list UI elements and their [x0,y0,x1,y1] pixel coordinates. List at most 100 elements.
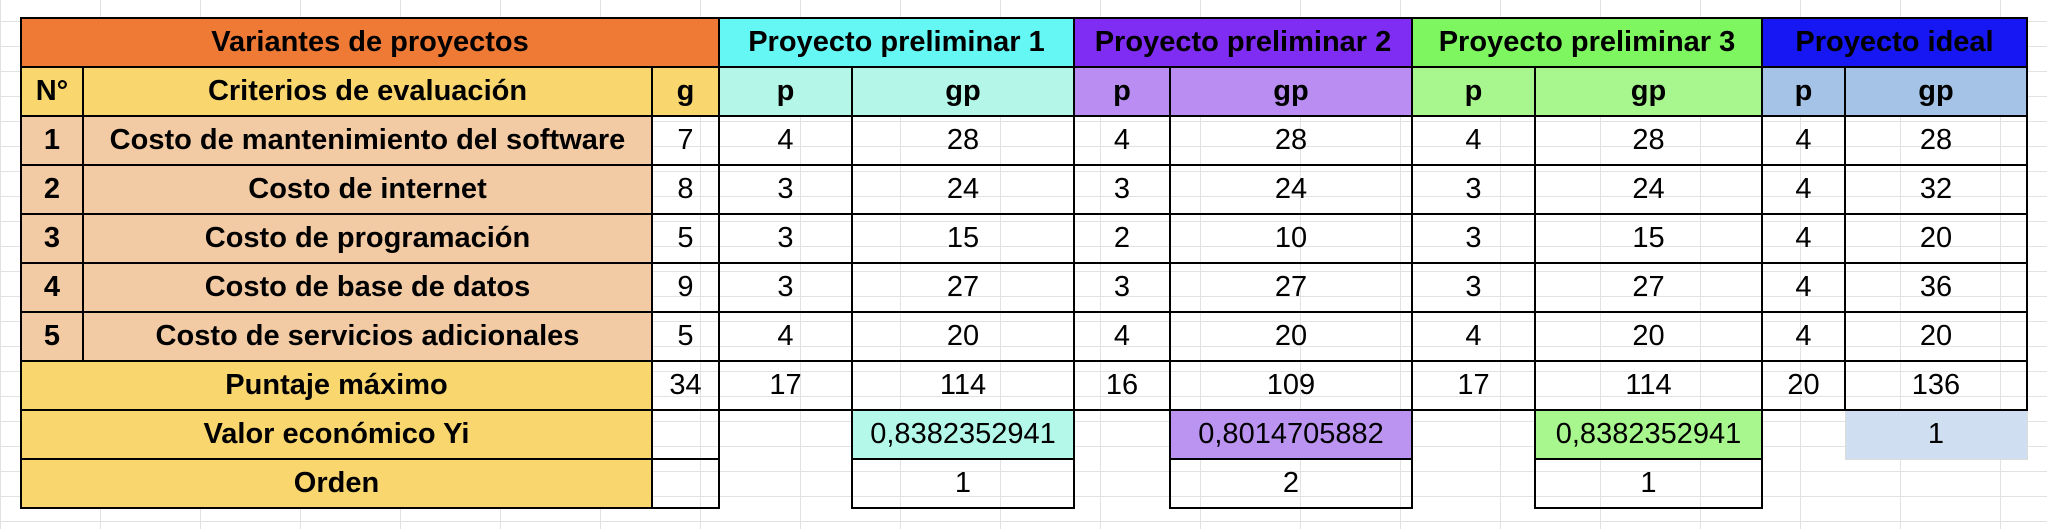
cell-pi[interactable]: 4 [1761,213,1846,264]
subheader-gpi[interactable]: gp [1844,66,2028,117]
cell-gp1[interactable]: 27 [851,262,1075,313]
cell-gp3[interactable]: 24 [1534,164,1763,215]
cell-p1[interactable]: 3 [718,164,853,215]
subheader-gp1[interactable]: gp [851,66,1075,117]
valor-y2[interactable]: 0,8014705882 [1169,409,1413,460]
cell-gpi[interactable]: 28 [1844,115,2028,166]
puntaje-gp1[interactable]: 114 [851,360,1075,411]
cell-criterio[interactable]: Costo de mantenimiento del software [82,115,653,166]
valor-p1-empty[interactable] [719,410,852,459]
cell-criterio[interactable]: Costo de internet [82,164,653,215]
valor-y3[interactable]: 0,8382352941 [1534,409,1763,460]
cell-g[interactable]: 7 [651,115,720,166]
header-proyecto-1[interactable]: Proyecto preliminar 1 [718,17,1075,68]
cell-gp3[interactable]: 20 [1534,311,1763,362]
puntaje-pi[interactable]: 20 [1761,360,1846,411]
orden-gpi-empty[interactable] [1845,459,2027,508]
cell-gpi[interactable]: 20 [1844,311,2028,362]
cell-g[interactable]: 5 [651,311,720,362]
cell-gp1[interactable]: 28 [851,115,1075,166]
cell-gpi[interactable]: 20 [1844,213,2028,264]
cell-p2[interactable]: 4 [1073,115,1171,166]
puntaje-p1[interactable]: 17 [718,360,853,411]
subheader-pi[interactable]: p [1761,66,1846,117]
cell-p2[interactable]: 3 [1073,262,1171,313]
cell-criterio[interactable]: Costo de base de datos [82,262,653,313]
cell-p3[interactable]: 4 [1411,115,1536,166]
cell-pi[interactable]: 4 [1761,311,1846,362]
cell-p3[interactable]: 4 [1411,311,1536,362]
cell-pi[interactable]: 4 [1761,164,1846,215]
cell-p2[interactable]: 3 [1073,164,1171,215]
cell-gp2[interactable]: 10 [1169,213,1413,264]
orden-o3[interactable]: 1 [1534,458,1763,509]
valor-label[interactable]: Valor económico Yi [20,409,653,460]
subheader-num[interactable]: N° [20,66,84,117]
cell-g[interactable]: 9 [651,262,720,313]
cell-g[interactable]: 5 [651,213,720,264]
orden-o1[interactable]: 1 [851,458,1075,509]
cell-pi[interactable]: 4 [1761,115,1846,166]
header-proyecto-3[interactable]: Proyecto preliminar 3 [1411,17,1763,68]
subheader-p3[interactable]: p [1411,66,1536,117]
cell-gp2[interactable]: 20 [1169,311,1413,362]
puntaje-gp2[interactable]: 109 [1169,360,1413,411]
valor-g-empty[interactable] [651,409,720,460]
cell-p1[interactable]: 3 [718,262,853,313]
cell-gpi[interactable]: 32 [1844,164,2028,215]
cell-p1[interactable]: 4 [718,311,853,362]
valor-y1[interactable]: 0,8382352941 [851,409,1075,460]
valor-yi[interactable]: 1 [1844,409,2028,460]
cell-gp3[interactable]: 27 [1534,262,1763,313]
subheader-criterios[interactable]: Criterios de evaluación [82,66,653,117]
cell-num[interactable]: 2 [20,164,84,215]
subheader-gp3[interactable]: gp [1534,66,1763,117]
cell-num[interactable]: 3 [20,213,84,264]
cell-criterio[interactable]: Costo de programación [82,213,653,264]
subheader-g[interactable]: g [651,66,720,117]
subheader-gp2[interactable]: gp [1169,66,1413,117]
header-variantes[interactable]: Variantes de proyectos [20,17,720,68]
cell-gp1[interactable]: 20 [851,311,1075,362]
cell-g[interactable]: 8 [651,164,720,215]
orden-o2[interactable]: 2 [1169,458,1413,509]
header-proyecto-2[interactable]: Proyecto preliminar 2 [1073,17,1413,68]
cell-gp2[interactable]: 27 [1169,262,1413,313]
cell-p1[interactable]: 3 [718,213,853,264]
orden-p1-empty[interactable] [719,459,852,508]
cell-num[interactable]: 1 [20,115,84,166]
valor-p3-empty[interactable] [1412,410,1535,459]
orden-p3-empty[interactable] [1412,459,1535,508]
cell-p3[interactable]: 3 [1411,213,1536,264]
cell-num[interactable]: 5 [20,311,84,362]
cell-gp3[interactable]: 28 [1534,115,1763,166]
subheader-p2[interactable]: p [1073,66,1171,117]
cell-gp2[interactable]: 28 [1169,115,1413,166]
valor-pi-empty[interactable] [1762,410,1845,459]
cell-criterio[interactable]: Costo de servicios adicionales [82,311,653,362]
cell-gp2[interactable]: 24 [1169,164,1413,215]
cell-p2[interactable]: 2 [1073,213,1171,264]
subheader-p1[interactable]: p [718,66,853,117]
cell-p3[interactable]: 3 [1411,262,1536,313]
orden-g-empty[interactable] [651,458,720,509]
orden-label[interactable]: Orden [20,458,653,509]
puntaje-gp3[interactable]: 114 [1534,360,1763,411]
cell-p1[interactable]: 4 [718,115,853,166]
header-proyecto-ideal[interactable]: Proyecto ideal [1761,17,2028,68]
orden-pi-empty[interactable] [1762,459,1845,508]
cell-gpi[interactable]: 36 [1844,262,2028,313]
puntaje-p2[interactable]: 16 [1073,360,1171,411]
puntaje-p3[interactable]: 17 [1411,360,1536,411]
puntaje-g[interactable]: 34 [651,360,720,411]
orden-p2-empty[interactable] [1074,459,1170,508]
cell-num[interactable]: 4 [20,262,84,313]
puntaje-label[interactable]: Puntaje máximo [20,360,653,411]
cell-gp1[interactable]: 15 [851,213,1075,264]
cell-p3[interactable]: 3 [1411,164,1536,215]
puntaje-gpi[interactable]: 136 [1844,360,2028,411]
cell-p2[interactable]: 4 [1073,311,1171,362]
cell-gp1[interactable]: 24 [851,164,1075,215]
cell-gp3[interactable]: 15 [1534,213,1763,264]
valor-p2-empty[interactable] [1074,410,1170,459]
